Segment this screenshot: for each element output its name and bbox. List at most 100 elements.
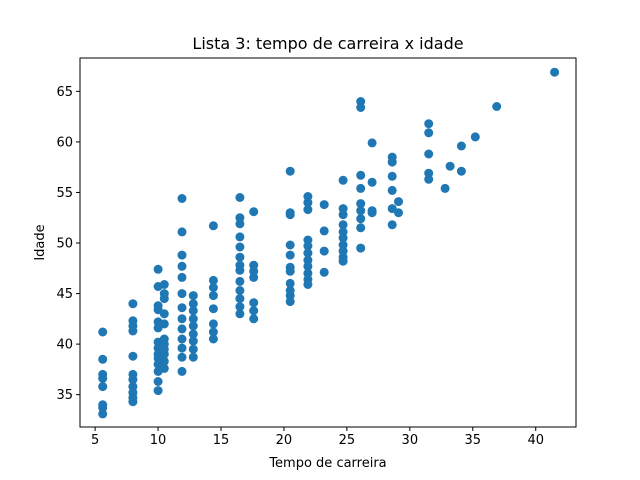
x-tick-label: 40 — [527, 433, 544, 448]
data-point — [356, 103, 366, 112]
data-point — [98, 354, 108, 364]
data-point — [188, 321, 198, 331]
data-point — [445, 161, 455, 171]
data-point — [356, 170, 366, 180]
data-point — [249, 298, 259, 308]
data-point — [285, 250, 295, 260]
y-tick-label: 35 — [56, 388, 73, 403]
data-point — [319, 200, 329, 210]
data-point — [424, 174, 434, 184]
y-axis-label: Idade — [33, 224, 48, 260]
data-point — [356, 243, 366, 253]
data-point — [177, 194, 187, 203]
data-point — [356, 223, 366, 233]
data-point — [338, 220, 348, 230]
data-point — [177, 334, 187, 344]
data-point — [159, 309, 169, 319]
data-point — [367, 138, 377, 148]
data-point — [128, 299, 138, 309]
data-point — [208, 304, 218, 314]
data-point — [338, 233, 348, 243]
data-point — [235, 286, 245, 295]
plot-area-frame — [79, 57, 577, 428]
data-point — [159, 319, 169, 329]
data-point — [188, 299, 198, 309]
data-point — [188, 314, 198, 324]
data-point — [356, 214, 366, 224]
x-tick-label: 5 — [91, 433, 99, 448]
y-tick-label: 40 — [56, 338, 73, 353]
data-point — [235, 242, 245, 252]
data-point — [128, 326, 138, 336]
chart-title: Lista 3: tempo de carreira x idade — [192, 34, 463, 53]
data-point — [303, 280, 313, 289]
data-point — [159, 294, 169, 304]
data-point — [188, 329, 198, 339]
data-point — [338, 210, 348, 220]
data-point — [249, 314, 259, 324]
data-point — [492, 102, 502, 111]
data-point — [188, 306, 198, 316]
data-point — [208, 275, 218, 285]
data-point — [159, 280, 169, 289]
data-point — [303, 248, 313, 258]
data-point — [153, 377, 163, 386]
data-point — [235, 276, 245, 286]
data-point — [303, 241, 313, 251]
data-point — [303, 261, 313, 271]
x-tick-label: 30 — [402, 433, 419, 448]
data-point — [235, 232, 245, 242]
data-point — [235, 265, 245, 275]
data-point — [319, 267, 329, 277]
data-point — [188, 336, 198, 346]
x-tick-label: 25 — [339, 433, 356, 448]
data-point — [387, 157, 397, 167]
data-point — [128, 397, 138, 407]
data-point — [208, 283, 218, 292]
data-point — [177, 250, 187, 260]
data-point — [153, 386, 163, 396]
x-axis-label: Tempo de carreira — [268, 456, 386, 471]
data-point — [208, 319, 218, 329]
data-point — [98, 382, 108, 392]
data-point — [356, 183, 366, 193]
data-point — [367, 177, 377, 187]
data-point — [356, 199, 366, 209]
data-point — [550, 67, 560, 77]
data-point — [424, 149, 434, 159]
data-point — [177, 352, 187, 362]
data-point — [153, 264, 163, 274]
data-point — [128, 375, 138, 384]
data-point — [235, 294, 245, 304]
data-point — [249, 306, 259, 316]
y-tick-label: 65 — [56, 85, 73, 100]
data-point — [285, 266, 295, 276]
data-point — [208, 334, 218, 344]
data-point — [303, 205, 313, 215]
data-point — [394, 208, 403, 218]
data-point — [285, 210, 295, 220]
data-point — [356, 206, 366, 216]
x-axis-ticks: 5 10 15 20 25 30 35 40 — [91, 427, 544, 448]
y-axis-ticks: 35 40 45 50 55 60 65 — [56, 85, 80, 403]
data-point — [319, 246, 329, 256]
data-point — [98, 409, 108, 419]
data-point — [319, 226, 329, 236]
data-point — [208, 291, 218, 301]
data-point — [177, 343, 187, 353]
data-point — [159, 356, 169, 366]
data-point — [456, 141, 466, 151]
data-point — [177, 227, 187, 237]
data-point — [188, 344, 198, 354]
data-point — [338, 256, 348, 266]
data-point — [235, 193, 245, 202]
data-point — [285, 297, 295, 307]
data-point — [387, 171, 397, 181]
data-point — [249, 272, 259, 282]
data-point — [235, 302, 245, 312]
data-point — [387, 220, 397, 230]
data-point — [424, 119, 434, 129]
data-point — [128, 351, 138, 361]
data-point — [177, 324, 187, 334]
x-tick-label: 10 — [150, 433, 167, 448]
